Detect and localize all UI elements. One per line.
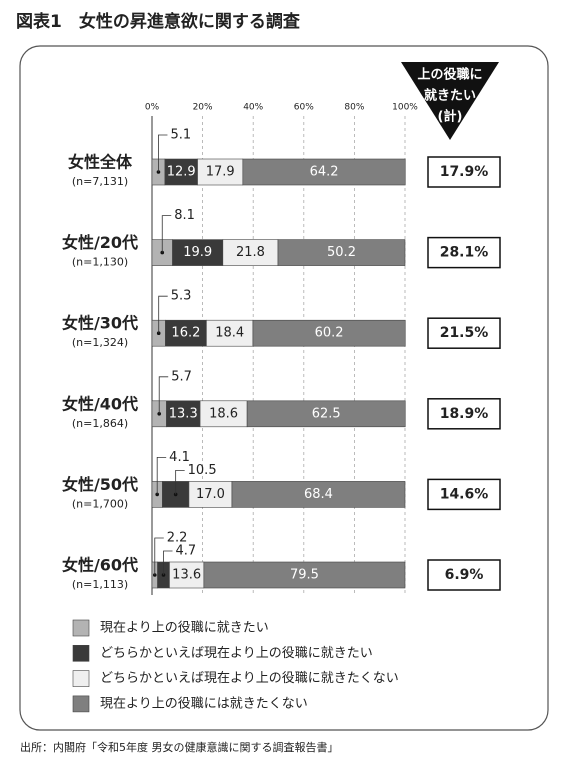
total-box [427,398,501,430]
value-label: 79.5 [290,568,319,583]
bar-segment [203,561,406,589]
n-label: (n=1,130) [72,256,128,269]
leader-line [163,550,173,575]
leader-line [156,456,167,495]
totals-title: (計) [438,109,463,125]
bar-segment [242,158,406,186]
bar-segment [164,158,198,186]
value-label: 16.2 [171,326,200,341]
bar-segment [172,239,224,266]
total-label: 17.9% [440,164,489,180]
totals-title: 上の役職に [417,67,482,83]
value-label: 5.7 [171,369,192,384]
x-tick-label: 0% [145,103,160,113]
value-label: 5.1 [170,128,191,143]
bar-segment [222,239,279,266]
value-label: 13.6 [172,568,201,583]
bar-segment [199,400,248,428]
value-label: 64.2 [310,165,339,180]
source: 出所：内閣府「令和5年度 男女の健康意識に関する調査報告書」 [20,740,339,754]
total-label: 6.9% [445,567,484,583]
totals-title: 就きたい [424,88,476,104]
leader-line [175,469,185,495]
leader-line [158,295,168,334]
category-label: 女性/30代 [62,314,138,333]
value-label: 4.7 [176,544,197,559]
value-label: 60.2 [315,326,344,341]
n-label: (n=1,324) [72,336,128,349]
x-tick-label: 60% [294,103,314,113]
value-label: 17.9 [206,165,235,180]
value-label: 17.0 [196,487,225,502]
total-box [427,317,501,349]
value-label: 8.1 [174,208,195,223]
leader-line [158,134,168,172]
total-box [427,236,501,269]
value-label: 10.5 [188,463,217,478]
leader-dot [173,492,178,497]
total-label: 28.1% [440,245,489,261]
value-label: 5.3 [171,289,192,304]
value-label: 62.5 [312,406,341,421]
total-box [427,559,501,591]
legend-label: どちらかといえば現在より上の役職に就きたい [100,646,373,661]
legend-label: 現在より上の役職に就きたい [100,621,269,636]
category-label: 女性全体 [68,153,133,172]
value-label: 4.1 [169,450,190,465]
n-label: (n=1,113) [72,578,128,591]
value-label: 18.6 [209,406,238,421]
legend-swatch [72,619,90,637]
leader-dot [155,492,159,497]
bar-segment [169,561,205,589]
x-tick-label: 20% [193,103,213,113]
leader-line [158,376,169,414]
category-label: 女性/50代 [62,475,138,494]
total-box [427,478,501,511]
totals-header [401,62,499,140]
legend-swatch [72,670,90,687]
legend-label: 現在より上の役職には就きたくない [100,696,308,711]
x-tick-label: 100% [392,103,418,113]
chart-title: 図表1 女性の昇進意欲に関する調査 [16,11,301,32]
frame [19,45,549,731]
bar-segment [165,319,207,347]
value-label: 68.4 [304,487,333,502]
legend-label: どちらかといえば現在より上の役職に就きたくない [100,671,399,686]
x-tick-label: 40% [243,103,263,113]
bar-segment [246,400,406,428]
category-label: 女性/40代 [62,394,138,413]
category-label: 女性/20代 [62,233,138,252]
total-label: 14.6% [440,486,489,502]
total-label: 18.9% [440,406,489,422]
n-label: (n=1,864) [72,417,128,430]
value-label: 12.9 [167,165,196,180]
bar-segment [231,481,406,508]
n-label: (n=1,700) [72,497,128,510]
value-label: 21.8 [236,245,265,260]
value-label: 19.9 [183,245,212,260]
x-tick-label: 80% [344,103,364,113]
value-label: 18.4 [215,326,244,341]
leader-line [154,537,164,575]
bar-segment [277,239,406,266]
leader-line [161,215,172,253]
bar-segment [188,481,233,508]
value-label: 50.2 [327,245,356,260]
n-label: (n=7,131) [72,175,128,188]
value-label: 13.3 [169,406,198,421]
total-box [427,156,501,188]
bar-segment [252,319,406,347]
total-label: 21.5% [440,325,489,341]
legend-swatch [72,695,90,713]
legend-swatch [72,644,90,662]
category-label: 女性/60代 [62,556,138,575]
bar-segment [197,158,244,186]
value-label: 2.2 [167,531,188,546]
